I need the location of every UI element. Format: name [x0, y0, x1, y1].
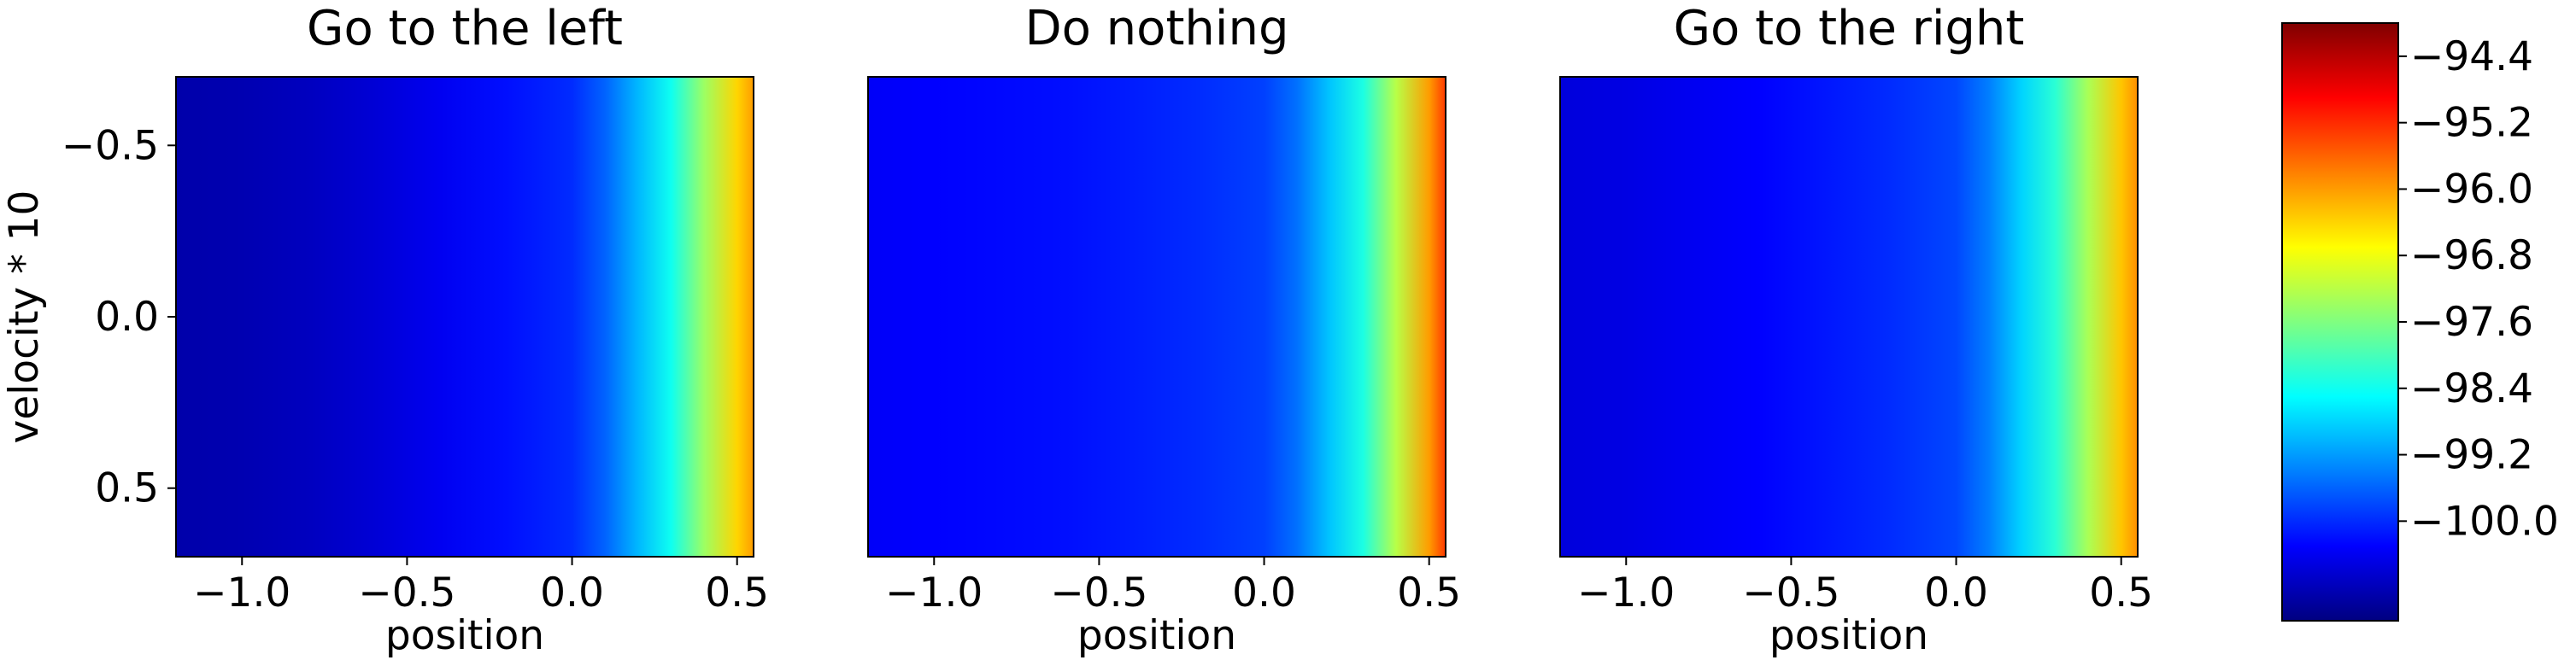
- x-tick-label: 0.0: [1232, 570, 1296, 616]
- x-tick-label: 0.5: [2089, 570, 2153, 616]
- x-tick-label: 0.0: [540, 570, 604, 616]
- y-tick-label: −0.5: [62, 122, 159, 169]
- colorbar-tick-label: −96.8: [2410, 232, 2533, 279]
- heatmap-image: [1560, 77, 2138, 557]
- panel-title: Do nothing: [1025, 1, 1289, 56]
- colorbar-tick-label: −97.6: [2410, 299, 2533, 346]
- panel-title: Go to the left: [307, 1, 623, 56]
- y-tick-label: 0.0: [95, 294, 159, 341]
- x-tick-label: −1.0: [1577, 570, 1675, 616]
- x-tick-label: 0.5: [705, 570, 769, 616]
- colorbar-image: [2282, 23, 2398, 621]
- axes-frame: [1559, 76, 2139, 558]
- x-tick-label: −1.0: [885, 570, 983, 616]
- y-tick-label: 0.5: [95, 465, 159, 512]
- x-axis-label: position: [1077, 612, 1236, 659]
- heatmap-image: [868, 77, 1446, 557]
- x-tick-label: −0.5: [1050, 570, 1147, 616]
- x-tick-label: −0.5: [1742, 570, 1840, 616]
- heatmap-panel: Do nothing −1.0 −0.5 0.0 0.5 position: [867, 1, 1461, 659]
- colorbar-tick-label: −96.0: [2410, 166, 2533, 213]
- panel-title: Go to the right: [1674, 1, 2025, 56]
- heatmap-panel: Go to the left−1.0 −0.5 0.0 0.5position−0.5…: [1, 1, 769, 659]
- heatmap-image: [176, 77, 754, 557]
- colorbar-tick-label: −100.0: [2410, 498, 2559, 545]
- colorbar-tick-label: −94.4: [2410, 33, 2533, 80]
- heatmap-panels: Go to the left−1.0 −0.5 0.0 0.5position−0.5…: [1, 1, 2153, 659]
- x-tick-label: −0.5: [358, 570, 455, 616]
- colorbar: −100.0 −99.2 −98.4 −97.6 −96.8 −96.0 −95.2 −94.…: [2281, 22, 2559, 622]
- colorbar-tick-label: −98.4: [2410, 365, 2533, 412]
- colorbar-tick-label: −99.2: [2410, 432, 2533, 479]
- x-tick-label: −1.0: [193, 570, 290, 616]
- axes-frame: [867, 76, 1446, 558]
- heatmap-panel: Go to the right −1.0 −0.5 0.0 0.5 position: [1559, 1, 2153, 659]
- colorbar-tick-label: −95.2: [2410, 100, 2533, 147]
- x-tick-label: 0.0: [1924, 570, 1988, 616]
- x-tick-label: 0.5: [1397, 570, 1461, 616]
- x-axis-label: position: [385, 612, 544, 659]
- y-axis-label: velocity * 10: [1, 190, 48, 444]
- x-axis-label: position: [1769, 612, 1928, 659]
